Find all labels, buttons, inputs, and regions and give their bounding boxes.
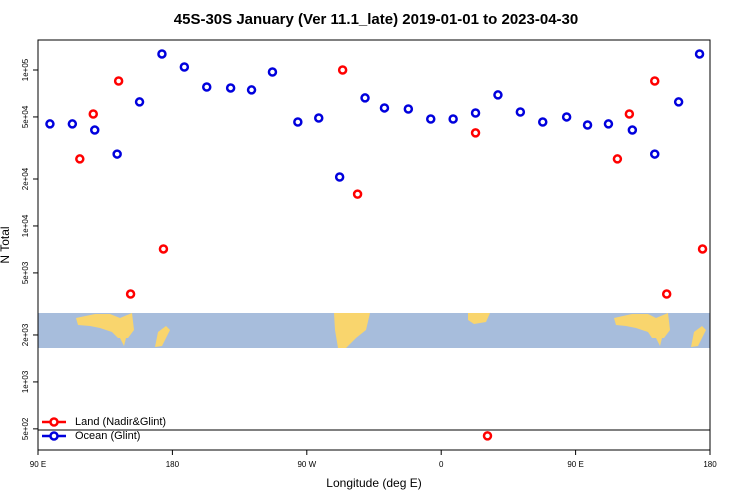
plot-frame — [37, 39, 711, 451]
point — [624, 109, 635, 119]
point — [697, 244, 708, 254]
x-tick-label: 90 W — [297, 460, 316, 469]
legend-label: Ocean (Glint) — [75, 430, 140, 442]
point — [612, 154, 623, 164]
y-tick-label: 1e+03 — [21, 370, 30, 393]
point — [493, 90, 503, 100]
x-tick-label: 90 E — [567, 460, 583, 469]
point — [403, 104, 414, 114]
legend-marker — [49, 431, 59, 441]
point — [515, 107, 526, 117]
point — [246, 85, 257, 95]
point — [313, 113, 324, 123]
point — [134, 97, 145, 107]
point — [75, 154, 85, 164]
point — [67, 119, 78, 129]
x-tick-label: 180 — [166, 460, 180, 469]
legend-label: Land (Nadir&Glint) — [75, 416, 166, 428]
y-axis-label: N Total — [0, 226, 12, 263]
point — [448, 114, 458, 124]
point — [627, 125, 638, 135]
y-tick-label: 1e+05 — [21, 58, 30, 81]
x-tick-label: 0 — [439, 460, 444, 469]
y-tick-label: 5e+02 — [21, 417, 30, 440]
point — [603, 119, 614, 129]
point — [293, 117, 303, 127]
point — [470, 108, 481, 118]
y-tick-label: 2e+03 — [21, 323, 30, 346]
point — [649, 149, 660, 159]
point — [337, 65, 348, 75]
point — [179, 62, 190, 72]
point — [425, 114, 436, 124]
point — [482, 431, 493, 441]
point — [201, 82, 212, 92]
point — [582, 120, 593, 130]
point — [45, 119, 55, 129]
point — [334, 172, 345, 182]
point — [649, 76, 660, 86]
point — [112, 149, 122, 159]
point — [113, 76, 124, 86]
y-tick-label: 2e+04 — [21, 167, 30, 190]
x-axis-label: Longitude (deg E) — [326, 476, 421, 490]
chart-title: 45S-30S January (Ver 11.1_late) 2019-01-… — [174, 11, 578, 28]
y-tick-label: 5e+03 — [21, 261, 30, 284]
legend-marker — [49, 417, 59, 427]
point — [360, 93, 370, 103]
point — [470, 128, 481, 138]
point — [267, 67, 278, 77]
point — [694, 49, 705, 59]
point — [89, 125, 100, 135]
point — [158, 244, 169, 254]
y-tick-label: 5e+04 — [21, 105, 30, 128]
point — [561, 112, 572, 122]
point — [125, 289, 136, 299]
point — [225, 83, 236, 93]
point — [88, 109, 99, 119]
point — [661, 289, 672, 299]
point — [352, 189, 363, 199]
x-tick-label: 90 E — [30, 460, 46, 469]
map-strip — [38, 313, 710, 348]
point — [379, 103, 390, 113]
y-tick-label: 1e+04 — [21, 214, 30, 237]
point — [537, 117, 548, 127]
point — [157, 49, 167, 59]
point — [673, 97, 684, 107]
x-tick-label: 180 — [703, 460, 717, 469]
